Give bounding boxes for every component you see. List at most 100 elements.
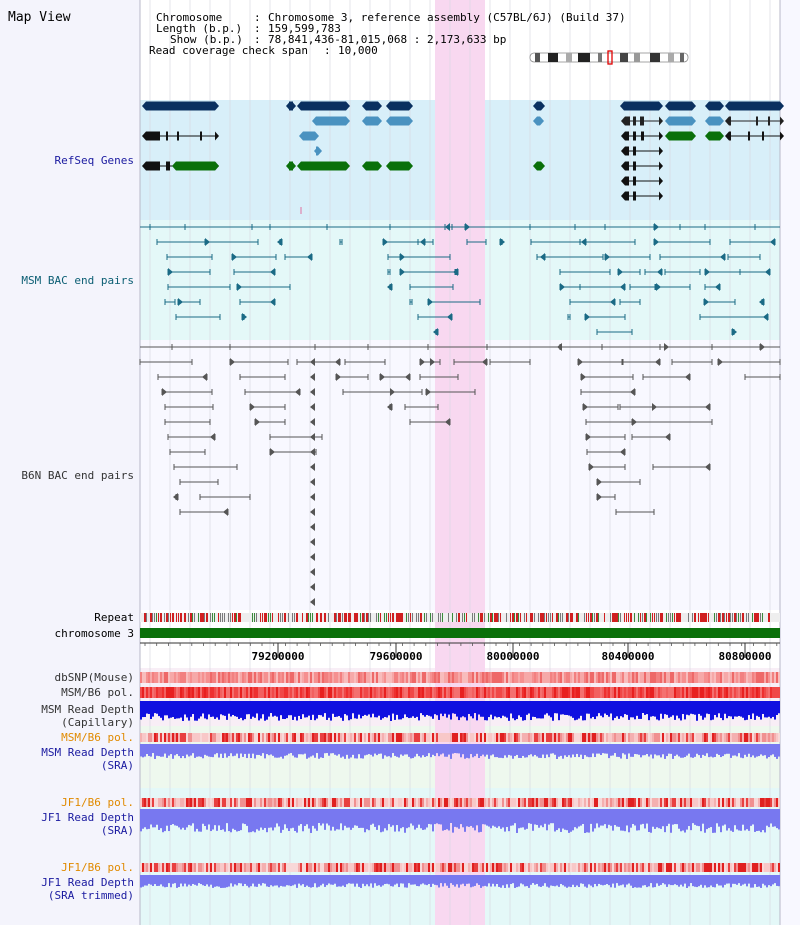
msm-b6-pol-cell [234,687,236,698]
gene-arrow [297,161,301,171]
track-label-msm-b6-pol-2[interactable]: MSM/B6 pol. [61,731,134,744]
repeat-mark [400,613,402,622]
jf1-b6-pol-2-cell [390,863,392,872]
msm-depth-capillary-bar [660,701,662,714]
bac-end-arrow [445,418,450,426]
jf1-b6-pol-cell [484,798,486,807]
gene-arrow [720,131,724,141]
bac-end-arrow [310,538,315,546]
repeat-mark [620,613,621,622]
jf1-b6-pol-cell [146,798,148,807]
dbsnp-cell [442,672,444,683]
track-label-msm-b6-pol[interactable]: MSM/B6 pol. [61,686,134,699]
jf1-depth-sra-bar [560,809,562,832]
jf1-depth-sra-bar [776,809,778,829]
msm-depth-sra-bar [400,744,402,755]
msm-depth-capillary-bar [542,701,544,719]
jf1-depth-sra-bar [346,809,348,828]
jf1-b6-pol-2-cell [442,863,444,872]
jf1-b6-pol-2-cell [366,863,368,872]
jf1-b6-pol-cell [742,798,744,807]
msm-depth-sra-bar [692,744,694,758]
gene-exon [166,161,170,171]
jf1-b6-pol-cell [328,798,330,807]
jf1-depth-trimmed-bar [764,875,766,886]
track-label-b6n-bac[interactable]: B6N BAC end pairs [21,469,134,482]
track-label-jf1-b6-pol-2[interactable]: JF1/B6 pol. [61,861,134,874]
msm-depth-capillary-bar [534,701,536,717]
msm-depth-sra-bar [280,744,282,757]
msm-depth-capillary-bar [228,701,230,714]
gene-exon [640,116,644,126]
jf1-b6-pol-2-cell [310,863,312,872]
jf1-b6-pol-cell [148,798,150,807]
jf1-b6-pol-cell [558,798,560,807]
msm-b6-pol-2-cell [606,733,608,742]
track-label-chromosome[interactable]: chromosome 3 [54,627,134,640]
gene-arrow [215,161,219,171]
track-label-msm-bac[interactable]: MSM BAC end pairs [21,274,134,287]
jf1-b6-pol-cell [354,798,356,807]
jf1-b6-pol-cell [478,798,480,807]
track-label-msm-read-depth-capillary[interactable]: MSM Read Depth [41,703,134,716]
repeat-mark [194,613,195,622]
gene-exon [669,101,692,111]
jf1-b6-pol-cell [190,798,192,807]
msm-b6-pol-cell [388,687,390,698]
msm-b6-pol-2-cell [442,733,444,742]
jf1-depth-trimmed-bar [304,875,306,888]
gene-arrow [172,161,176,171]
jf1-depth-trimmed-bar [164,875,166,888]
msm-depth-capillary-bar [204,701,206,719]
track-label-refseq[interactable]: RefSeq Genes [54,154,134,167]
msm-depth-sra-bar [426,744,428,757]
jf1-b6-pol-cell [744,798,746,807]
jf1-b6-pol-cell [692,798,694,807]
track-label-jf1-b6-pol[interactable]: JF1/B6 pol. [61,796,134,809]
track-label-repeat[interactable]: Repeat [94,611,134,624]
bac-end-arrow [704,298,709,306]
msm-depth-sra-bar [516,744,518,755]
jf1-b6-pol-2-cell [224,863,226,872]
jf1-depth-sra-bar [292,809,294,828]
msm-depth-capillary-bar [430,701,432,717]
msm-b6-pol-2-cell [628,733,630,742]
jf1-depth-sra-bar [446,809,448,830]
jf1-b6-pol-2-cell [634,863,636,872]
jf1-depth-trimmed-bar [668,875,670,885]
jf1-b6-pol-cell [492,798,494,807]
jf1-b6-pol-2-cell [166,863,168,872]
msm-b6-pol-2-cell [164,733,166,742]
repeat-mark [630,613,632,622]
track-label-jf1-read-depth-sra[interactable]: JF1 Read Depth [41,811,134,824]
repeat-mark [678,613,680,622]
dbsnp-cell [766,672,768,683]
axis-tick-label: 80000000 [487,650,540,663]
gene-arrow [659,146,663,156]
gene-arrow [362,101,366,111]
repeat-mark [724,613,725,622]
jf1-b6-pol-2-cell [164,863,166,872]
jf1-depth-sra-bar [556,809,558,831]
jf1-b6-pol-cell [274,798,276,807]
jf1-b6-pol-2-cell [688,863,690,872]
track-label-msm-read-depth-sra[interactable]: MSM Read Depth [41,746,134,759]
dbsnp-cell [452,672,454,683]
track-label-jf1-read-depth-trimmed[interactable]: JF1 Read Depth [41,876,134,889]
jf1-b6-pol-cell [582,798,584,807]
dbsnp-cell [284,672,286,683]
jf1-depth-sra-bar [450,809,452,824]
gene-arrow [378,116,382,126]
track-label-jf1-read-depth-trimmed-sub: (SRA trimmed) [47,889,134,902]
jf1-b6-pol-2-cell [684,863,686,872]
dbsnp-cell [144,672,146,683]
jf1-b6-pol-2-cell [484,863,486,872]
msm-depth-capillary-bar [400,701,402,720]
track-label-dbsnp[interactable]: dbSNP(Mouse) [54,671,134,684]
msm-b6-pol-cell [288,687,290,698]
msm-b6-pol-2-cell [610,733,612,742]
jf1-b6-pol-2-cell [740,863,742,872]
jf1-b6-pol-cell [436,798,438,807]
msm-depth-sra-bar [268,744,270,756]
